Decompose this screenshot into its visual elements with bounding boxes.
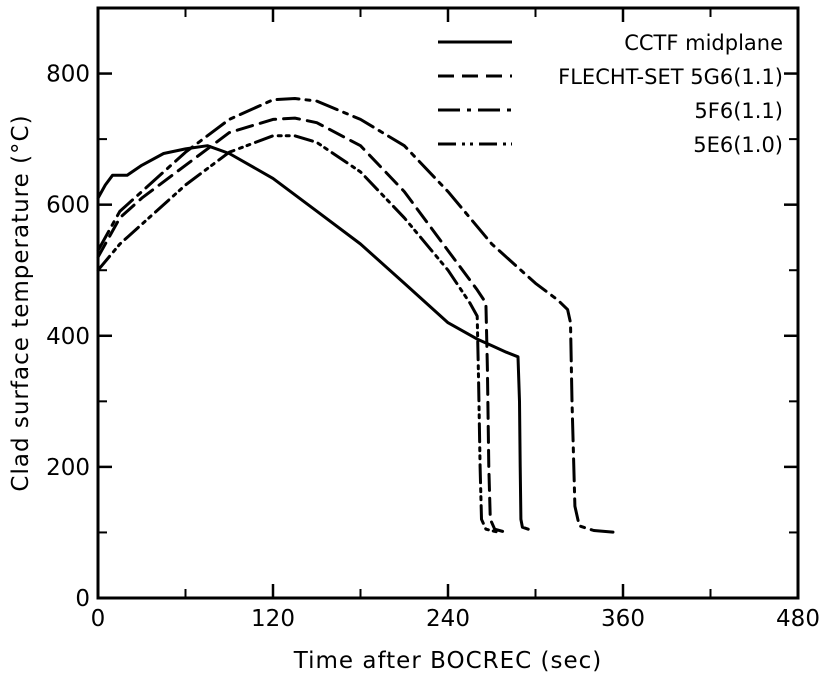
- plot-frame: [96, 6, 800, 600]
- legend-label-3: 5F6(1.1): [694, 99, 783, 123]
- y-tick-label: 0: [75, 586, 90, 612]
- x-tick-label: 0: [91, 606, 106, 632]
- x-tick-label: 480: [776, 606, 820, 632]
- x-tick-label: 360: [601, 606, 645, 632]
- series-layer: [96, 97, 618, 534]
- legend-label-1: CCTF midplane: [624, 31, 783, 55]
- x-axis-title: Time after BOCREC (sec): [293, 648, 602, 674]
- y-tick-label: 400: [46, 324, 90, 350]
- x-tick-label: 240: [426, 606, 470, 632]
- y-tick-label: 600: [46, 193, 90, 219]
- legend: CCTF midplane FLECHT-SET 5G6(1.1) 5F6(1.1)…: [438, 31, 783, 157]
- axis-tick-labels: 0 120 240 360 480 0 200 400 600 800: [46, 62, 820, 632]
- y-axis-title: Clad surface temperature (°C): [8, 114, 34, 491]
- series-line-1: [96, 144, 530, 531]
- y-tick-label: 200: [46, 455, 90, 481]
- x-tick-label: 120: [251, 606, 295, 632]
- legend-label-2: FLECHT-SET 5G6(1.1): [558, 65, 783, 89]
- y-tick-label: 800: [46, 62, 90, 88]
- axis-ticks: [96, 8, 800, 600]
- series-line-2: [96, 116, 508, 534]
- series-line-3: [96, 97, 618, 534]
- series-line-4: [96, 134, 501, 534]
- legend-label-4: 5E6(1.0): [693, 133, 783, 157]
